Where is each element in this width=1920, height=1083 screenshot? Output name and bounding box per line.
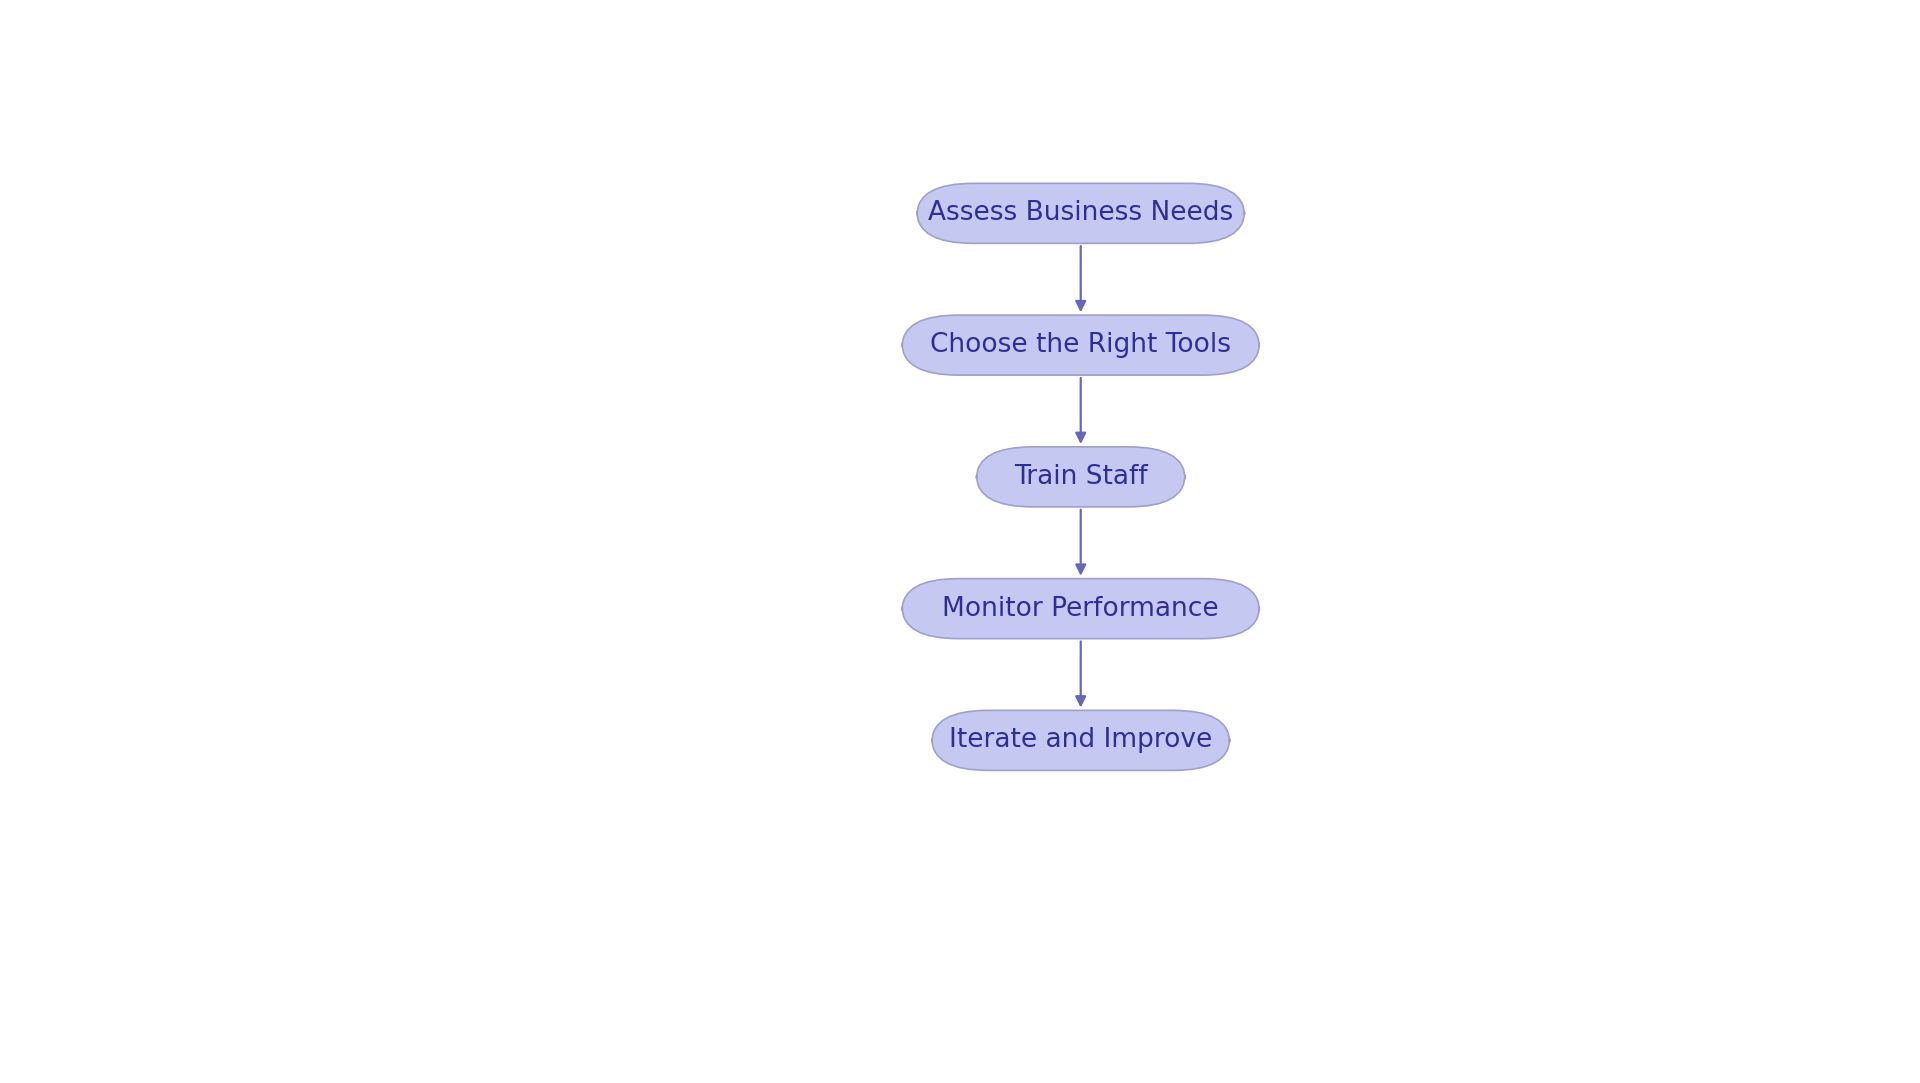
FancyBboxPatch shape bbox=[977, 447, 1185, 507]
FancyBboxPatch shape bbox=[918, 183, 1244, 244]
FancyBboxPatch shape bbox=[902, 315, 1260, 375]
Text: Choose the Right Tools: Choose the Right Tools bbox=[929, 332, 1231, 358]
Text: Assess Business Needs: Assess Business Needs bbox=[927, 200, 1233, 226]
Text: Iterate and Improve: Iterate and Improve bbox=[948, 728, 1212, 754]
Text: Monitor Performance: Monitor Performance bbox=[943, 596, 1219, 622]
FancyBboxPatch shape bbox=[902, 578, 1260, 639]
FancyBboxPatch shape bbox=[931, 710, 1229, 770]
Text: Train Staff: Train Staff bbox=[1014, 464, 1148, 490]
